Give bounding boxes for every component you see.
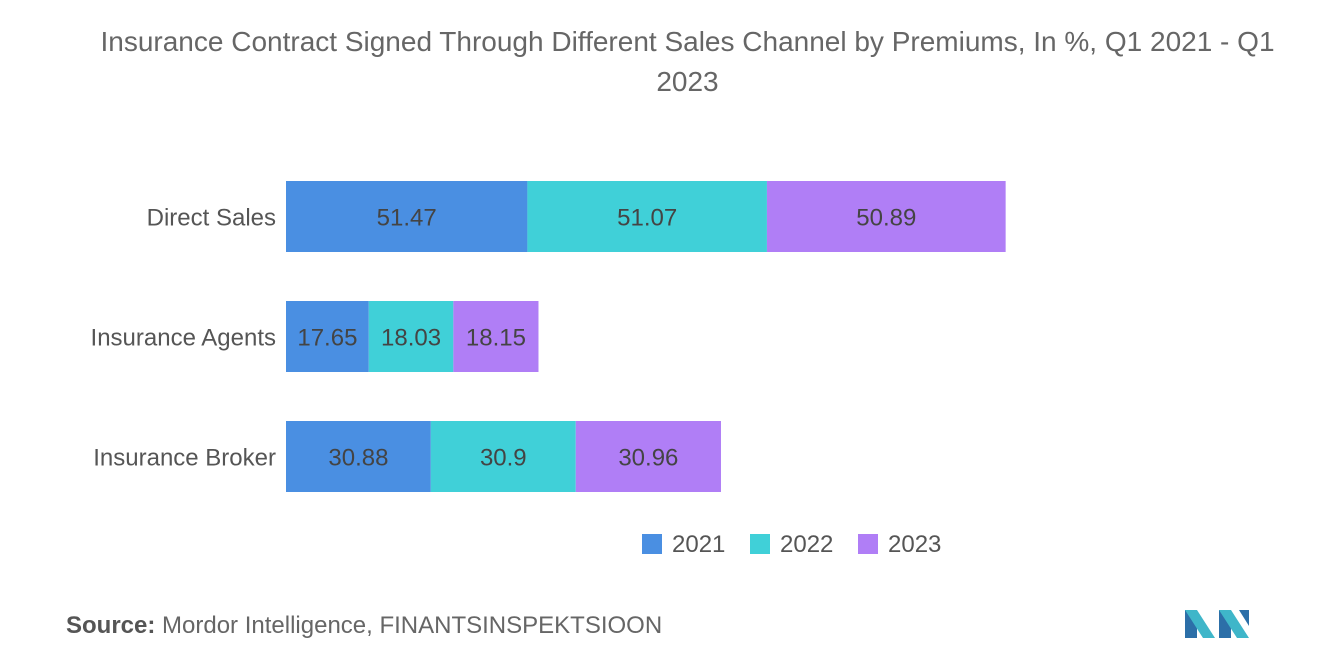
bar-segment (430, 421, 576, 492)
source-line: Source: Mordor Intelligence, FINANTSINSP… (66, 612, 662, 640)
data-label: 17.65 (297, 325, 357, 352)
bar-segment (575, 421, 721, 492)
bar-segment (368, 301, 454, 372)
data-label: 51.07 (617, 205, 677, 232)
category-label: Direct Sales (147, 205, 276, 232)
legend-swatch (858, 534, 878, 554)
bar-segment (527, 181, 767, 252)
source-label: Source: (66, 612, 156, 639)
data-label: 30.96 (618, 445, 678, 472)
legend-swatch (642, 534, 662, 554)
bar-segment (286, 421, 431, 492)
chart-title: Insurance Contract Signed Through Differ… (100, 26, 1275, 97)
bar-segment (286, 181, 528, 252)
data-label: 30.88 (328, 445, 388, 472)
data-label: 51.47 (377, 205, 437, 232)
legend-swatch (750, 534, 770, 554)
bar-segment (286, 301, 369, 372)
data-label: 18.03 (381, 325, 441, 352)
bar-segment (453, 301, 539, 372)
bar-chart: Direct Sales 51.47 51.07 50.89 Insurance Age… (91, 181, 1006, 558)
data-label: 30.9 (480, 445, 527, 472)
mordor-intelligence-logo (1185, 610, 1249, 638)
legend-label: 2022 (780, 531, 833, 558)
bar-segment (766, 181, 1006, 252)
data-label: 50.89 (856, 205, 916, 232)
legend-label: 2021 (672, 531, 725, 558)
category-label: Insurance Broker (93, 445, 276, 472)
source-text: Mordor Intelligence, FINANTSINSPEKTSIOON (162, 612, 663, 639)
data-label: 18.15 (466, 325, 526, 352)
legend-label: 2023 (888, 531, 941, 558)
category-label: Insurance Agents (91, 325, 276, 352)
